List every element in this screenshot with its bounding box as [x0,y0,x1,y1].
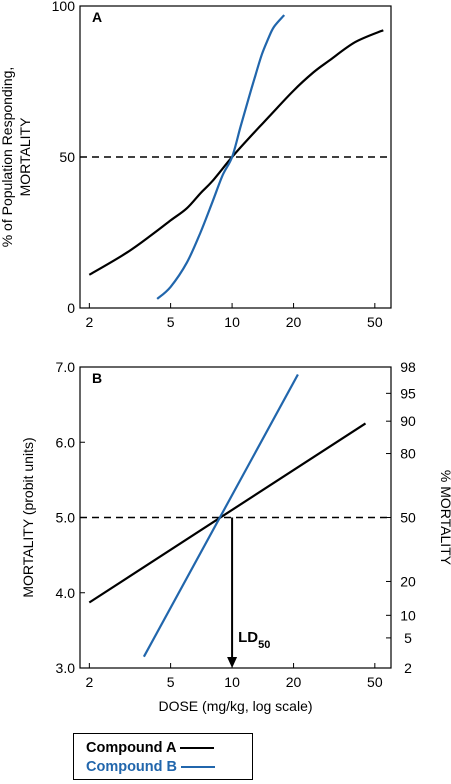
panel-a-x-tick-label: 2 [85,314,93,330]
legend-label-compound-b: Compound B [86,759,178,775]
panel-b-y2-tick-label: 95 [400,385,416,401]
legend-label-compound-a: Compound A [86,740,177,756]
panel-a-y-axis-label-line: % of Population Responding, [0,67,15,248]
panel-b-y2-tick-label: 90 [400,413,416,429]
panel-b-x-tick-label: 2 [85,674,93,690]
panel-a-x-tick-label: 10 [224,314,240,330]
panel-b-y-tick-label: 6.0 [56,434,76,450]
panel-b-y2-tick-label: 10 [400,607,416,623]
panel-b-y2-tick-label: 20 [400,573,416,589]
panel-a-x-tick-label: 20 [286,314,302,330]
panel-a-y-tick-label: 50 [59,149,75,165]
panel-a-y-axis-label-line: MORTALITY [17,117,33,196]
panel-b-y-tick-label: 7.0 [56,359,76,375]
panel-b-y2-tick-label: 98 [400,359,416,375]
panel-b-x-tick-label: 20 [286,674,302,690]
panel-b-x-tick-label: 10 [224,674,240,690]
panel-b-ld50-arrow-head [227,657,238,668]
panel-b-panel-letter: B [92,370,102,386]
panel-a-x-tick-label: 5 [167,314,175,330]
panel-a-x-tick-label: 50 [367,314,383,330]
panel-a-panel-letter: A [92,9,102,25]
panel-b-y2-tick-label: 50 [400,510,416,526]
legend-item-compound-a: Compound A [86,740,215,756]
panel-a-y-tick-label: 0 [67,300,75,316]
panel-b-y2-tick-label: 80 [400,446,416,462]
panel-b-y-axis-label: MORTALITY (probit units) [20,437,36,597]
panel-b-y2-axis-label: % MORTALITY [438,470,451,566]
panel-b-ld50-label: LD50 [238,629,270,651]
chart-figure: A 2 5 10 20 50 0 50 100 % of Population Respondin… [0,0,451,714]
panel-a-series-compound-b [156,14,286,300]
panel-a-y-tick-label: 100 [52,0,76,14]
panel-b-y-tick-label: 5.0 [56,510,76,526]
panel-b-x-tick-label: 5 [167,674,175,690]
panel-a-series-compound-a [88,29,384,276]
panel-b-x-tick-label: 50 [367,674,383,690]
panel-b-y-tick-label: 3.0 [56,660,76,676]
panel-b-series-compound-b [142,373,299,658]
legend: Compound A Compound B [73,733,253,780]
panel-b-y2-tick-label: 2 [404,660,412,676]
panel-b-series-compound-a [88,422,367,604]
panel-b-x-axis-label: DOSE (mg/kg, log scale) [158,698,312,714]
legend-swatch-compound-a [180,747,215,750]
panel-b-y2-tick-label: 5 [404,630,412,646]
legend-swatch-compound-b [181,766,216,769]
legend-item-compound-b: Compound B [86,759,216,775]
panel-b-y-tick-label: 4.0 [56,585,76,601]
